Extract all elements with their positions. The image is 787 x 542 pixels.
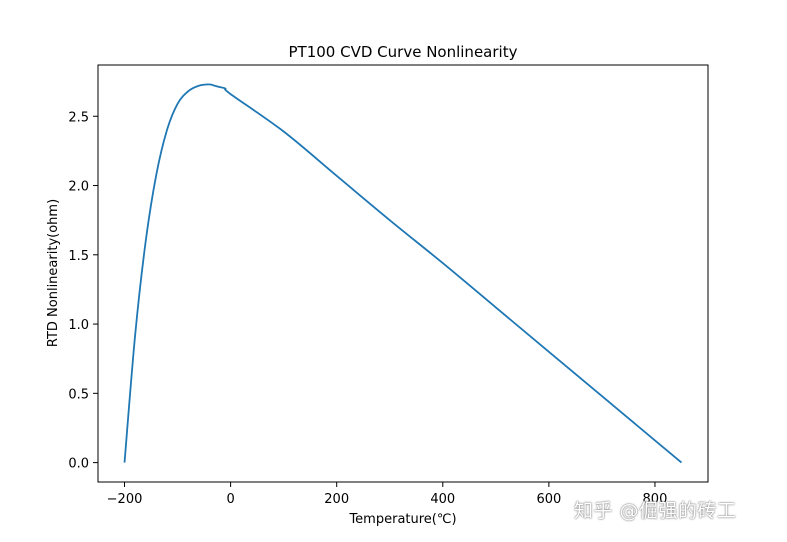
y-axis-ticks: 0.0 0.5 1.0 1.5 2.0 2.5 xyxy=(68,110,98,472)
x-tick-label: 400 xyxy=(430,492,455,507)
x-tick-label: 200 xyxy=(324,492,349,507)
x-tick-label: −200 xyxy=(107,492,143,507)
chart-title: PT100 CVD Curve Nonlinearity xyxy=(289,43,518,61)
y-tick-label: 2.5 xyxy=(68,110,89,125)
y-tick-label: 2.0 xyxy=(68,180,89,195)
x-tick-label: 600 xyxy=(536,492,561,507)
y-tick-label: 1.0 xyxy=(68,318,89,333)
y-axis-label: RTD Nonlinearity(ohm) xyxy=(46,199,61,347)
y-tick-label: 0.0 xyxy=(68,457,89,472)
x-axis-label: Temperature(℃) xyxy=(348,512,456,527)
y-tick-label: 0.5 xyxy=(68,387,89,402)
series-line-nonlinearity xyxy=(123,83,683,464)
y-tick-label: 1.5 xyxy=(68,249,89,264)
x-tick-label: 0 xyxy=(226,492,234,507)
plot-area-frame xyxy=(97,64,709,483)
series-group xyxy=(123,83,683,464)
x-axis-ticks: −200 0 200 400 600 800 xyxy=(107,482,668,507)
x-tick-label: 800 xyxy=(643,492,668,507)
watermark: 知乎 @倔强的砖工 xyxy=(574,500,737,522)
